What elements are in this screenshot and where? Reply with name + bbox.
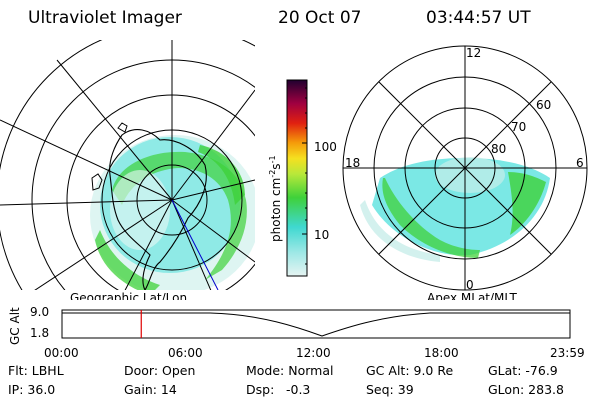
colorbar-tick-100: 100 — [314, 140, 337, 154]
title: Ultraviolet Imager — [28, 8, 182, 28]
mlt-label-6: 6 — [576, 156, 584, 170]
time: 03:44:57 UT — [426, 8, 531, 28]
timeline-ytick-1.8: 1.8 — [30, 326, 50, 340]
date: 20 Oct 07 — [278, 8, 362, 28]
gc-alt-readout: GC Alt: 9.0 Re — [366, 363, 454, 378]
timeline-xtick-1200: 12:00 — [296, 346, 331, 360]
timeline-xtick-1800: 18:00 — [424, 346, 459, 360]
ip-readout: IP: 36.0 — [8, 382, 56, 397]
mode-readout: Mode: Normal — [246, 363, 334, 378]
local-meridian-line — [171, 199, 219, 290]
filter-readout: Flt: LBHL — [8, 363, 64, 378]
dsp-label: Dsp: — [246, 382, 275, 397]
colorbar-scale — [286, 79, 308, 277]
altitude-trace — [62, 312, 570, 337]
timeline-xtick-0000: 00:00 — [44, 346, 79, 360]
longitude-grid — [0, 40, 255, 290]
coastline — [109, 129, 207, 290]
aurora-image-geographic — [90, 135, 255, 290]
coastline-islands — [91, 122, 128, 191]
left-panel-caption: Geographic Lat/Lon — [70, 291, 187, 300]
timeline-ytick-9: 9.0 — [30, 305, 50, 319]
colorbar-tick-10: 10 — [314, 228, 330, 242]
colorbar — [286, 79, 308, 277]
timeline-xtick-0600: 06:00 — [168, 346, 203, 360]
seq-readout: Seq: 39 — [366, 382, 414, 397]
magnetic-map: 12 18 6 0 60 70 80 Apex MLat/MLT — [342, 45, 588, 300]
colorbar-unit-label: photon cm-2s-1 — [268, 155, 283, 242]
glon-readout: GLon: 283.8 — [488, 382, 564, 397]
mlt-label-0: 0 — [466, 278, 474, 292]
mlt-label-18: 18 — [345, 156, 360, 170]
timeline-xtick-2359: 23:59 — [550, 346, 585, 360]
mlt-label-12: 12 — [466, 46, 481, 60]
gain-readout: Gain: 14 — [124, 382, 177, 397]
timeline-ylabel: GC Alt — [8, 307, 22, 345]
glat-readout: GLat: -76.9 — [488, 363, 558, 378]
geographic-map: Geographic Lat/Lon — [0, 40, 255, 300]
right-panel-caption: Apex MLat/MLT — [427, 291, 517, 300]
timeline-plot — [61, 309, 571, 339]
door-readout: Door: Open — [124, 363, 196, 378]
mlat-label-70: 70 — [511, 120, 526, 134]
aurora-image-magnetic — [360, 157, 550, 262]
mlat-label-80: 80 — [491, 142, 506, 156]
mlt-grid — [343, 46, 587, 290]
colorbar-ticks — [302, 87, 307, 265]
mlat-label-60: 60 — [536, 98, 551, 112]
dsp-value: -0.3 — [286, 382, 311, 397]
